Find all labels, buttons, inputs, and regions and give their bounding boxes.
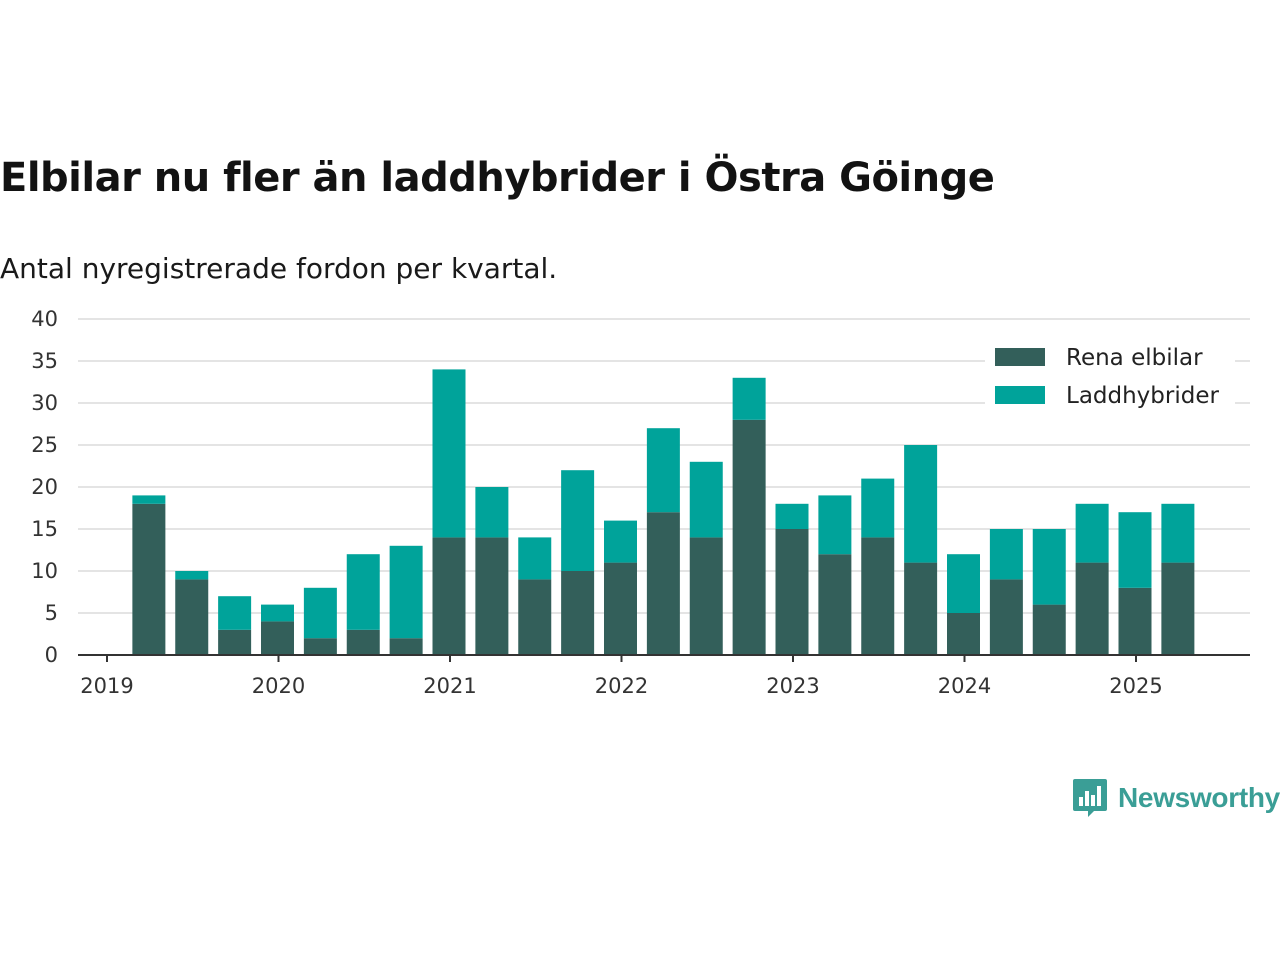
bar-rena-elbilar <box>132 503 166 655</box>
x-tick-label: 2019 <box>80 674 133 698</box>
bar-laddhybrider <box>218 596 252 630</box>
y-axis-ticks: 0 5 10 15 20 25 30 35 40 <box>31 307 58 667</box>
legend-swatch <box>995 348 1045 366</box>
bar-rena-elbilar <box>261 621 294 655</box>
bar-rena-elbilar <box>646 512 680 655</box>
legend-label: Laddhybrider <box>1066 383 1219 409</box>
bar-rena-elbilar <box>389 638 423 655</box>
bar-rena-elbilar <box>218 629 252 655</box>
bar-rena-elbilar <box>1032 604 1066 655</box>
x-tick-label: 2020 <box>252 674 305 698</box>
legend: Rena elbilar Laddhybrider <box>985 338 1235 418</box>
y-tick-label: 5 <box>45 601 58 625</box>
brand-logo: Newsworthy <box>1072 776 1280 820</box>
y-tick-label: 35 <box>31 349 58 373</box>
legend-label: Rena elbilar <box>1066 345 1203 371</box>
bar-laddhybrider <box>389 545 423 639</box>
bar-rena-elbilar <box>346 629 380 655</box>
bar-laddhybrider <box>818 495 852 555</box>
chart-title: Elbilar nu fler än laddhybrider i Östra … <box>0 155 995 201</box>
bar-rena-elbilar <box>818 554 852 655</box>
bar-laddhybrider <box>561 470 595 571</box>
y-tick-label: 25 <box>31 433 58 457</box>
bar-laddhybrider <box>303 587 337 639</box>
bar-rena-elbilar <box>947 613 980 655</box>
bar-rena-elbilar <box>689 537 723 655</box>
bar-laddhybrider <box>775 503 809 529</box>
bar-laddhybrider <box>175 571 209 580</box>
bar-laddhybrider <box>947 554 980 613</box>
bar-laddhybrider <box>132 495 166 504</box>
bar-rena-elbilar <box>775 529 809 655</box>
bar-rena-elbilar <box>732 419 766 655</box>
x-tick-label: 2025 <box>1109 674 1162 698</box>
brand-name: Newsworthy <box>1118 782 1280 813</box>
bar-laddhybrider <box>646 428 680 513</box>
bar-laddhybrider <box>1118 512 1152 588</box>
bar-laddhybrider <box>689 461 723 538</box>
chart-subtitle: Antal nyregistrerade fordon per kvartal. <box>0 252 558 285</box>
bar-rena-elbilar <box>561 571 595 655</box>
x-tick-label: 2021 <box>423 674 476 698</box>
bar-laddhybrider <box>861 478 895 538</box>
bar-rena-elbilar <box>989 579 1023 655</box>
y-tick-label: 0 <box>45 643 58 667</box>
bar-laddhybrider <box>904 445 938 563</box>
x-tick-label: 2022 <box>595 674 648 698</box>
bar-rena-elbilar <box>1075 562 1109 655</box>
bar-laddhybrider <box>261 604 294 622</box>
bar-rena-elbilar <box>432 537 466 655</box>
bar-laddhybrider <box>1075 503 1109 563</box>
bar-laddhybrider <box>604 520 637 563</box>
bar-laddhybrider <box>732 377 766 420</box>
bar-laddhybrider <box>1161 503 1195 563</box>
bar-rena-elbilar <box>1161 562 1195 655</box>
x-axis: 2019 2020 2021 2022 2023 2024 2025 <box>78 654 1250 698</box>
bar-rena-elbilar <box>303 638 337 655</box>
bar-laddhybrider <box>1032 529 1066 605</box>
bars <box>132 369 1195 655</box>
x-tick-label: 2023 <box>766 674 819 698</box>
bar-laddhybrider <box>432 369 466 538</box>
bar-rena-elbilar <box>518 579 552 655</box>
legend-swatch <box>995 386 1045 404</box>
y-tick-label: 10 <box>31 559 58 583</box>
y-tick-label: 15 <box>31 517 58 541</box>
bar-rena-elbilar <box>604 562 637 655</box>
bar-rena-elbilar <box>175 579 209 655</box>
y-tick-label: 30 <box>31 391 58 415</box>
bar-laddhybrider <box>989 529 1023 580</box>
newsworthy-logo-icon <box>1073 779 1107 817</box>
y-tick-label: 40 <box>31 307 58 331</box>
bar-rena-elbilar <box>904 562 938 655</box>
y-tick-label: 20 <box>31 475 58 499</box>
bar-laddhybrider <box>518 537 552 580</box>
x-tick-label: 2024 <box>938 674 991 698</box>
bar-rena-elbilar <box>1118 587 1152 655</box>
bar-laddhybrider <box>346 554 380 630</box>
bar-laddhybrider <box>475 487 509 538</box>
bar-rena-elbilar <box>861 537 895 655</box>
bar-rena-elbilar <box>475 537 509 655</box>
